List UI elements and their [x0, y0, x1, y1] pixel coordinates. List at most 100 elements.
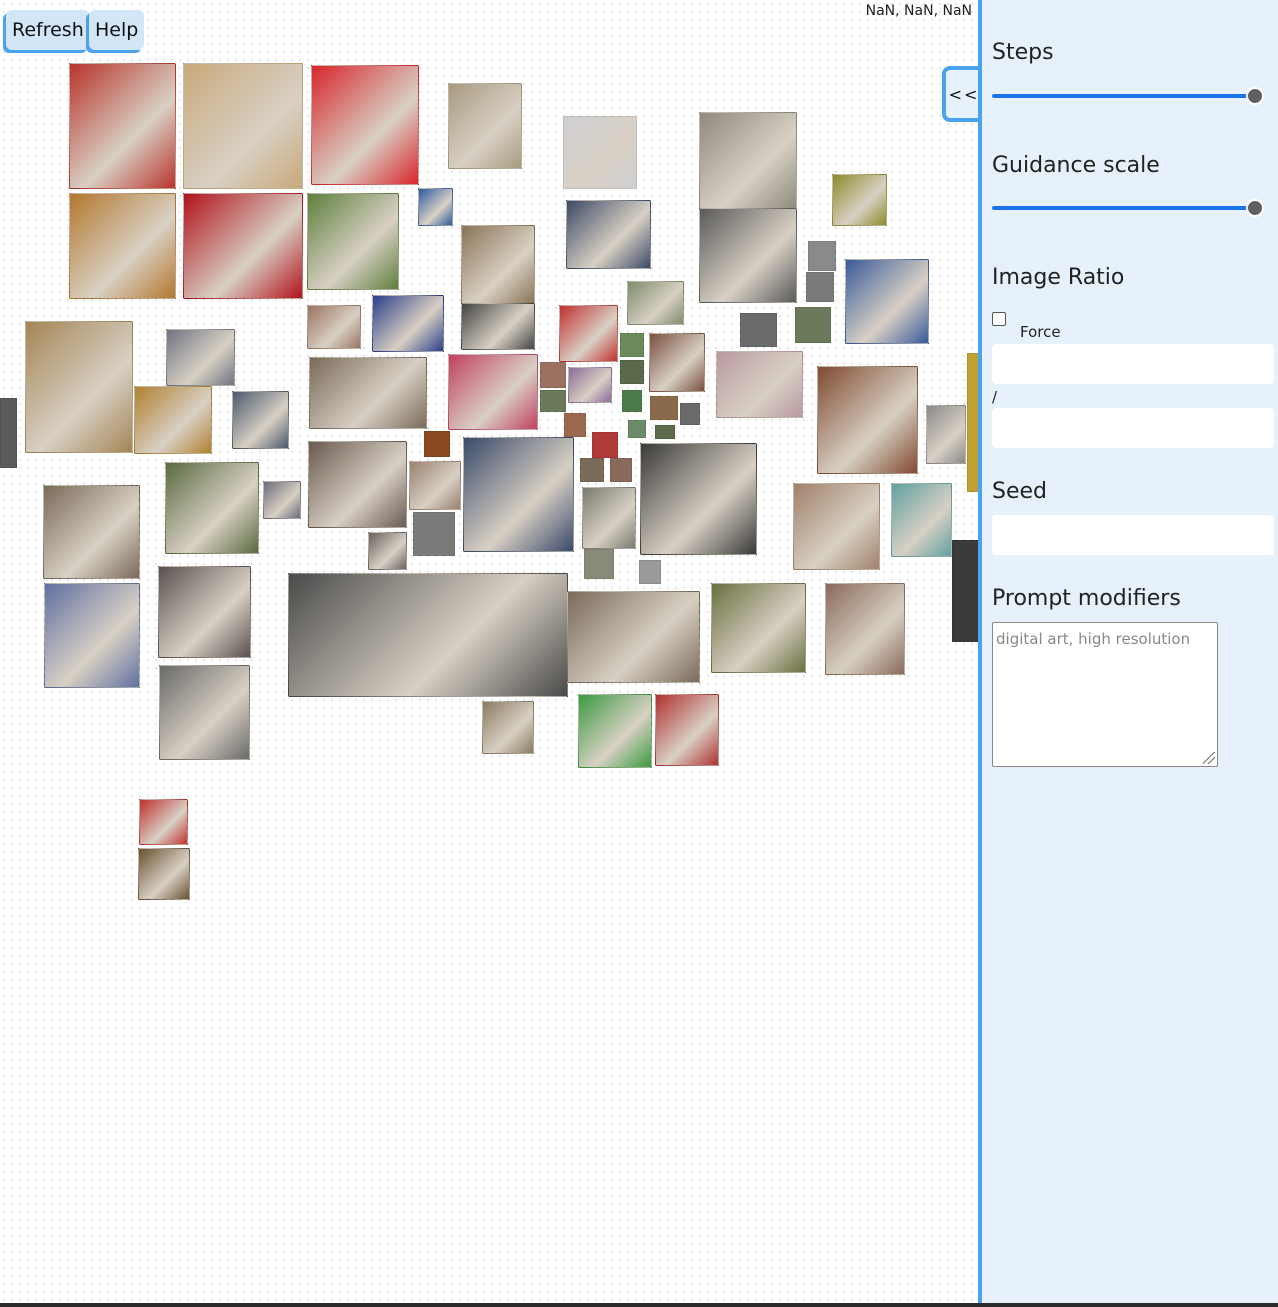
thumb-small[interactable]: [540, 390, 566, 412]
thumb-obama[interactable]: [372, 295, 444, 352]
thumb-pattern-a[interactable]: [568, 367, 612, 403]
resize-grip-icon[interactable]: [1203, 752, 1215, 764]
bottom-border: [0, 1303, 1278, 1307]
thumb-sonic-green[interactable]: [578, 694, 652, 768]
thumb-jesus-arms[interactable]: [817, 366, 918, 474]
thumb-small[interactable]: [680, 403, 700, 425]
thumb-macron-boy[interactable]: [308, 441, 407, 528]
thumb-vader-clown[interactable]: [311, 65, 419, 185]
thumb-time-trump[interactable]: [139, 799, 188, 845]
image-ratio-label: Image Ratio: [992, 265, 1125, 290]
thumb-jesus-lightsaber[interactable]: [165, 462, 259, 554]
thumb-bird-branch[interactable]: [627, 281, 684, 325]
seed-input[interactable]: [992, 515, 1274, 555]
thumb-hollande-chair[interactable]: [43, 485, 140, 579]
thumb-small[interactable]: [620, 333, 644, 357]
thumb-men-flags[interactable]: [166, 329, 235, 386]
settings-panel: Steps Guidance scale Image Ratio Force /…: [978, 0, 1278, 1303]
thumb-small[interactable]: [628, 420, 646, 438]
thumb-rope-nest[interactable]: [461, 225, 535, 305]
thumb-trump-newspaper[interactable]: [563, 116, 637, 189]
steps-slider-thumb[interactable]: [1246, 87, 1264, 105]
thumb-rabbits-brown[interactable]: [567, 591, 700, 683]
guidance-slider[interactable]: [992, 206, 1254, 210]
thumb-small[interactable]: [580, 458, 604, 482]
refresh-button[interactable]: Refresh: [6, 10, 90, 50]
thumb-sarkozy[interactable]: [309, 357, 427, 429]
thumb-trump-portrait[interactable]: [138, 848, 190, 900]
thumb-duck[interactable]: [418, 188, 453, 226]
thumb-small[interactable]: [655, 425, 675, 439]
thumb-marx-small[interactable]: [649, 333, 705, 392]
thumb-trump-collage[interactable]: [566, 200, 651, 269]
thumb-hollande-wave[interactable]: [158, 566, 251, 658]
prompt-modifiers-textarea[interactable]: digital art, high resolution: [992, 622, 1218, 767]
thumb-small[interactable]: [424, 431, 450, 457]
thumb-boy-portrait[interactable]: [307, 305, 361, 349]
thumb-bird[interactable]: [448, 83, 522, 169]
thumb-paper-note[interactable]: [482, 701, 534, 754]
thumb-tablet[interactable]: [845, 259, 929, 344]
thumb-small[interactable]: [795, 307, 831, 343]
thumb-child-face[interactable]: [368, 532, 407, 570]
thumb-poster-pink[interactable]: [716, 351, 803, 418]
thumb-rope-wood[interactable]: [699, 112, 797, 210]
thumb-marx-large[interactable]: [640, 443, 757, 555]
thumb-clown-devil[interactable]: [69, 63, 176, 189]
thumb-rabbit-white[interactable]: [825, 583, 905, 675]
image-canvas[interactable]: Refresh Help NaN, NaN, NaN: [0, 0, 978, 1303]
thumb-small[interactable]: [620, 360, 644, 384]
thumb-cookie-monster[interactable]: [69, 193, 176, 299]
thumb-sonic[interactable]: [655, 694, 719, 766]
steps-slider[interactable]: [992, 94, 1254, 98]
thumb-bunnies-yellow[interactable]: [832, 174, 887, 226]
thumb-stone-sign[interactable]: [582, 487, 636, 549]
thumb-small[interactable]: [967, 353, 978, 492]
collapse-panel-button[interactable]: <<: [942, 66, 982, 122]
thumb-baby[interactable]: [409, 461, 461, 510]
thumb-girl-pink[interactable]: [448, 354, 538, 430]
ratio-width-input[interactable]: [992, 344, 1274, 384]
thumb-hollande-cartoon[interactable]: [44, 583, 140, 688]
seed-label: Seed: [992, 479, 1047, 504]
thumb-sign-mosaic[interactable]: [288, 573, 568, 697]
thumb-small[interactable]: [808, 241, 836, 271]
thumb-small[interactable]: [952, 540, 978, 642]
thumb-small[interactable]: [540, 362, 566, 388]
thumb-small[interactable]: [564, 413, 586, 437]
thumb-merkel[interactable]: [263, 481, 301, 519]
thumb-small[interactable]: [0, 398, 17, 468]
thumb-small[interactable]: [584, 549, 614, 579]
thumb-girl-cat[interactable]: [793, 483, 880, 570]
thumb-kitten-color[interactable]: [891, 483, 952, 557]
thumb-small[interactable]: [413, 512, 455, 556]
thumb-santa[interactable]: [559, 305, 618, 362]
thumb-rabbits-grass[interactable]: [711, 583, 806, 673]
thumb-small[interactable]: [622, 390, 642, 412]
thumb-frog-cartoon[interactable]: [183, 193, 303, 299]
thumb-karl-marx[interactable]: [699, 208, 797, 303]
thumb-jesus-cartoon[interactable]: [183, 63, 303, 189]
thumb-kitten[interactable]: [926, 405, 966, 464]
thumb-small[interactable]: [639, 560, 661, 584]
force-checkbox[interactable]: [992, 312, 1006, 326]
prompt-modifiers-placeholder: digital art, high resolution: [996, 630, 1191, 648]
thumb-kermit[interactable]: [307, 193, 399, 290]
thumb-small[interactable]: [650, 396, 678, 420]
ratio-separator: /: [992, 388, 998, 406]
thumb-jesus-praying[interactable]: [134, 386, 212, 454]
thumb-macron-podium[interactable]: [463, 437, 574, 552]
thumb-small[interactable]: [806, 272, 834, 302]
guidance-slider-thumb[interactable]: [1246, 199, 1264, 217]
thumb-small[interactable]: [592, 432, 618, 458]
thumb-small[interactable]: [610, 458, 632, 482]
thumb-small[interactable]: [740, 313, 777, 347]
ratio-height-input[interactable]: [992, 408, 1274, 448]
help-button[interactable]: Help: [89, 10, 145, 50]
thumb-jesus-painting[interactable]: [25, 321, 133, 453]
thumb-men-talking[interactable]: [232, 391, 289, 449]
steps-label: Steps: [992, 40, 1054, 65]
guidance-label: Guidance scale: [992, 153, 1160, 178]
thumb-hollande-walk[interactable]: [159, 665, 250, 760]
thumb-poe[interactable]: [461, 303, 535, 350]
